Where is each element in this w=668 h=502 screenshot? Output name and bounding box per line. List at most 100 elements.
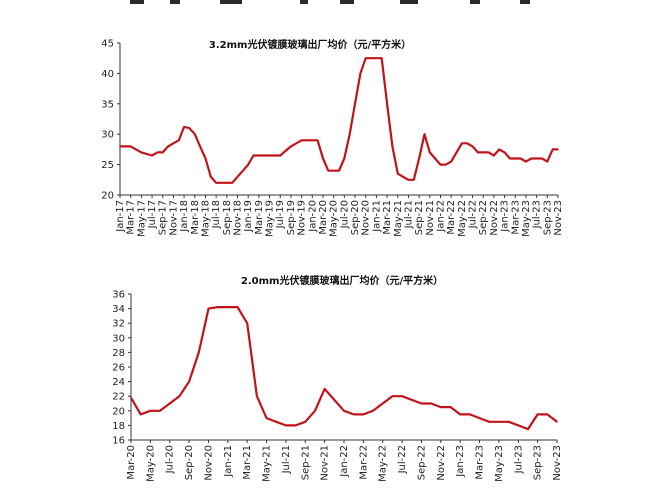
chart-2-x-tick-label: Mar-20: [126, 445, 137, 480]
chart-2-y-tick-label: 20: [112, 406, 125, 417]
chart-1-data-point: [407, 179, 410, 181]
chart-2-y-tick-label: 22: [112, 392, 125, 403]
chart-2-data-point: [275, 421, 278, 423]
chart-1-x-tick-label: Jul-17: [147, 200, 158, 229]
chart-2-x-tick-label: Nov-21: [320, 445, 331, 481]
chart-1-x-tick-label: Jul-21: [403, 200, 414, 229]
chart-1-x-tick-label: Sep-21: [414, 200, 425, 235]
chart-2-data-point: [130, 396, 132, 399]
chart-1-x-tick-label: Sep-23: [542, 200, 553, 235]
chart-1-x-tick-label: Jul-18: [211, 200, 222, 229]
chart-2-data-point: [449, 406, 452, 408]
chart-1-data-point: [279, 154, 282, 157]
chart-1-data-point: [338, 169, 340, 172]
chart-1-data-point: [541, 157, 543, 160]
chart-1-data-point: [354, 103, 356, 105]
chart-1-data-point: [140, 151, 143, 154]
chart-1-x-tick-label: May-18: [200, 200, 211, 237]
chart-1-data-point: [252, 154, 255, 157]
chart-1-series-line: [120, 57, 558, 184]
chart-1-x-tick-label: Sep-18: [222, 200, 233, 235]
chart-1-data-point: [220, 182, 223, 184]
chart-2-x-tick-label: Sep-20: [184, 445, 195, 480]
chart-2-data-point: [488, 421, 491, 423]
chart-1-y-tick-label: 45: [101, 39, 114, 50]
chart-2-data-point: [294, 424, 297, 427]
chart-2-data-point: [149, 410, 152, 412]
chart-1-data-point: [236, 176, 239, 178]
chart-2-data-point: [517, 424, 520, 427]
chart-1-data-point: [135, 148, 137, 151]
chart-1-data-point: [242, 169, 244, 172]
chart-2-y-tick-label: 16: [112, 436, 125, 447]
chart-2-data-point: [323, 388, 326, 390]
chart-1-data-point: [311, 139, 314, 142]
chart-2-data-point: [227, 306, 229, 308]
chart-2-y-tick-label: 34: [112, 304, 125, 315]
chart-2-x-tick-label: Sep-21: [300, 445, 311, 480]
chart-1-data-point: [215, 182, 217, 184]
chart-1-x-tick-label: Jul-23: [532, 200, 543, 229]
chart-2-x-tick-label: Mar-22: [358, 445, 369, 480]
chart-1-x-tick-label: Mar-21: [382, 200, 393, 235]
chart-2-y-tick-label: 36: [112, 290, 125, 301]
chart-2-x-tick-label: May-21: [262, 445, 273, 482]
chart-2-data-point: [352, 413, 355, 416]
chart-2-data-point: [430, 402, 432, 405]
chart-2-y-tick-label: 28: [112, 348, 125, 359]
chart-1-data-point: [493, 154, 495, 157]
chart-1-data-point: [359, 72, 362, 75]
chart-1-data-point: [519, 157, 522, 160]
chart-2-data-point: [362, 413, 365, 416]
chart-1-data-point: [525, 160, 527, 163]
chart-1-data-point: [418, 157, 420, 160]
chart-1-data-point: [434, 157, 436, 160]
chart-1-data-point: [445, 163, 447, 166]
chart-2-y-tick-label: 30: [112, 333, 125, 344]
chart-1-x-tick-label: May-20: [329, 200, 340, 237]
chart-1-data-point: [183, 126, 185, 128]
chart-2-x-tick-label: Jan-21: [223, 445, 234, 478]
chart-2-data-point: [401, 395, 403, 398]
chart-1-x-tick-label: Jan-20: [307, 200, 318, 233]
chart-1-y-tick-label: 25: [101, 160, 114, 171]
chart-1-data-point: [514, 157, 517, 160]
chart-1-x-tick-label: Mar-18: [190, 200, 201, 235]
chart-1-x-tick-label: Nov-19: [297, 200, 308, 236]
chart-1-x-tick-label: Jul-20: [339, 200, 350, 229]
chart-1-title: 3.2mm光伏镀膜玻璃出厂均价（元/平方米）: [209, 38, 411, 51]
chart-2-data-point: [478, 417, 481, 419]
chart-1-x-tick-label: Jul-22: [468, 200, 479, 229]
chart-2-data-point: [498, 421, 500, 423]
chart-1-data-point: [477, 151, 479, 154]
chart-2-x-tick-label: Sep-23: [533, 445, 544, 480]
chart-1-x-tick-label: Nov-20: [361, 200, 372, 236]
chart-1-data-point: [268, 154, 271, 157]
chart-1-data-point: [413, 179, 415, 181]
chart-1-data-point: [498, 148, 501, 151]
chart-1-data-point: [199, 145, 201, 148]
chart-1-x-tick-label: Jul-19: [275, 200, 286, 229]
chart-1-data-point: [156, 151, 159, 154]
chart-1-data-point: [295, 142, 298, 145]
chart-2-x-tick-label: Jul-21: [281, 445, 292, 474]
chart-1-data-point: [332, 169, 335, 172]
chart-2-x-tick-label: Mar-23: [475, 445, 486, 480]
chart-1-x-tick-label: Mar-23: [510, 200, 521, 235]
chart-2-data-point: [333, 399, 336, 401]
chart-2-data-point: [236, 306, 239, 308]
chart-2-data-point: [372, 410, 374, 412]
chart-2-x-tick-label: Nov-22: [436, 445, 447, 481]
chart-1-y-tick-label: 20: [101, 191, 114, 202]
chart-2-data-point: [198, 351, 200, 354]
chart-1-y-tick-label: 30: [101, 130, 114, 141]
chart-2-x-tick-label: Jul-23: [513, 445, 524, 474]
chart-1-x-tick-label: Mar-20: [318, 200, 329, 235]
chart-1-data-point: [226, 182, 228, 184]
chart-1-data-point: [391, 145, 394, 148]
chart-1-data-point: [274, 154, 276, 157]
chart-2-data-point: [381, 402, 384, 405]
chart-1-data-point: [343, 157, 346, 160]
chart-2-data-point: [536, 413, 539, 416]
chart-1-x-tick-label: Jan-23: [500, 200, 511, 233]
